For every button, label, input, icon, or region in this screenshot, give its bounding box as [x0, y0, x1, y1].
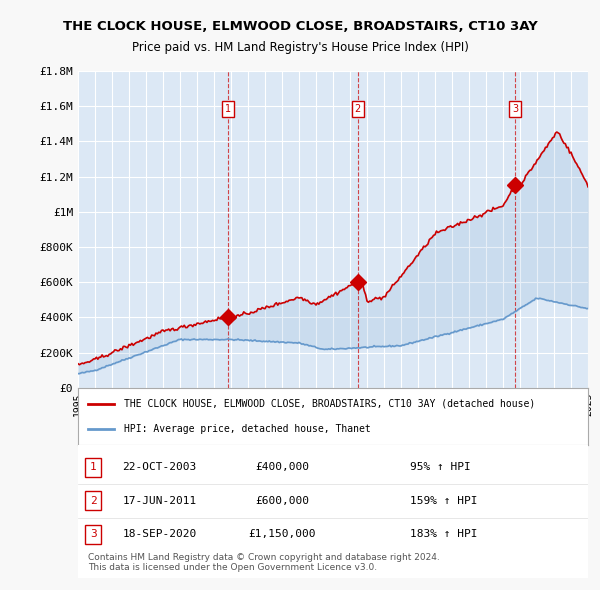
Text: 22-OCT-2003: 22-OCT-2003	[122, 463, 197, 473]
Text: 1: 1	[224, 104, 230, 114]
Text: 17-JUN-2011: 17-JUN-2011	[122, 496, 197, 506]
Text: 3: 3	[512, 104, 518, 114]
Text: THE CLOCK HOUSE, ELMWOOD CLOSE, BROADSTAIRS, CT10 3AY: THE CLOCK HOUSE, ELMWOOD CLOSE, BROADSTA…	[62, 20, 538, 33]
Text: £400,000: £400,000	[255, 463, 309, 473]
Text: 18-SEP-2020: 18-SEP-2020	[122, 529, 197, 539]
Text: HPI: Average price, detached house, Thanet: HPI: Average price, detached house, Than…	[124, 424, 371, 434]
Text: 2: 2	[90, 496, 97, 506]
Text: £600,000: £600,000	[255, 496, 309, 506]
Text: THE CLOCK HOUSE, ELMWOOD CLOSE, BROADSTAIRS, CT10 3AY (detached house): THE CLOCK HOUSE, ELMWOOD CLOSE, BROADSTA…	[124, 399, 535, 409]
Text: 183% ↑ HPI: 183% ↑ HPI	[409, 529, 477, 539]
Text: 2: 2	[355, 104, 361, 114]
Text: 159% ↑ HPI: 159% ↑ HPI	[409, 496, 477, 506]
Text: Contains HM Land Registry data © Crown copyright and database right 2024.
This d: Contains HM Land Registry data © Crown c…	[88, 553, 440, 572]
Text: 95% ↑ HPI: 95% ↑ HPI	[409, 463, 470, 473]
Text: Price paid vs. HM Land Registry's House Price Index (HPI): Price paid vs. HM Land Registry's House …	[131, 41, 469, 54]
Text: £1,150,000: £1,150,000	[248, 529, 316, 539]
Text: 1: 1	[90, 463, 97, 473]
Text: 3: 3	[90, 529, 97, 539]
